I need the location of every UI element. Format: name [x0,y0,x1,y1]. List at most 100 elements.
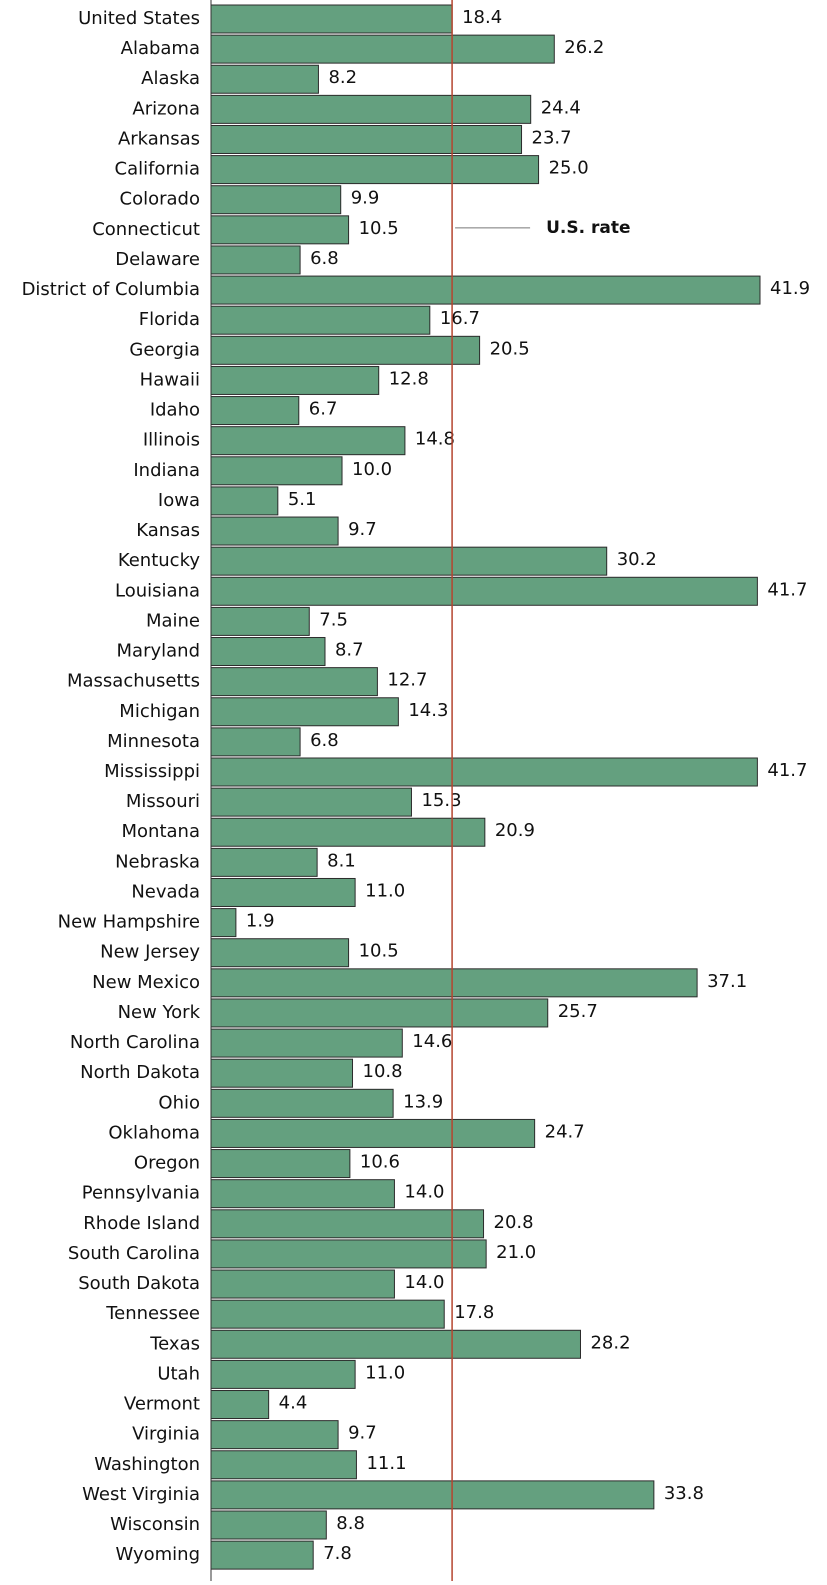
bar [210,1028,403,1058]
bar [210,817,486,847]
value-label: 14.8 [415,429,455,450]
value-label: 14.3 [408,700,448,721]
category-label: Texas [149,1333,200,1354]
category-label: New York [118,1002,201,1023]
category-label: North Dakota [80,1062,200,1083]
value-label: 9.7 [348,519,377,540]
bar [210,787,412,817]
value-label: 25.0 [549,158,589,179]
category-label: Missouri [126,791,200,812]
bar [210,1510,327,1540]
bar [210,486,279,516]
value-label: 13.9 [403,1091,443,1112]
value-label: 17.8 [454,1302,494,1323]
bar [210,1299,445,1329]
category-label: Washington [94,1454,200,1475]
category-label: Delaware [115,249,200,270]
bar [210,1390,270,1420]
value-label: 24.7 [545,1121,585,1142]
bar [210,1359,356,1389]
bar [210,546,608,576]
category-label: Alabama [121,38,200,59]
bar [210,305,431,335]
category-label: New Hampshire [58,912,200,933]
value-label: 30.2 [617,549,657,570]
bar [210,727,301,757]
annotation: U.S. rate [546,218,630,238]
category-label: Georgia [129,339,200,360]
category-label: California [115,159,200,180]
bar [210,1269,395,1299]
value-label: 25.7 [558,1001,598,1022]
bar [210,908,237,938]
value-label: 1.9 [246,911,275,932]
value-label: 21.0 [496,1242,536,1263]
value-label: 12.7 [387,670,427,691]
value-label: 14.0 [404,1182,444,1203]
bar [210,1420,339,1450]
category-label: Florida [139,309,200,330]
category-label: South Dakota [78,1273,200,1294]
category-label: Montana [122,821,200,842]
bar [210,968,698,998]
value-label: 10.8 [363,1061,403,1082]
category-label: Wyoming [115,1544,200,1565]
bar [210,396,300,426]
bar [210,1118,536,1148]
bar [210,1179,395,1209]
bar [210,697,399,727]
value-label: 10.6 [360,1152,400,1173]
value-label: 4.4 [279,1393,308,1414]
category-label: Maine [146,610,200,631]
category-label: Michigan [119,701,200,722]
value-label: 24.4 [541,97,581,118]
category-label: Pennsylvania [82,1183,200,1204]
value-label: 41.7 [767,579,807,600]
bar [210,1450,357,1480]
bar [210,155,540,185]
bar [210,94,532,124]
bar [210,998,549,1028]
value-label: 10.5 [359,218,399,239]
value-label: 12.8 [389,368,429,389]
category-label: West Virginia [82,1484,200,1505]
value-label: 7.8 [323,1543,352,1564]
bar [210,1209,485,1239]
bar [210,215,350,245]
bar [210,637,326,667]
value-label: 14.0 [404,1272,444,1293]
bar [210,606,310,636]
bar [210,64,319,94]
bar [210,667,378,697]
value-label: 9.7 [348,1423,377,1444]
value-label: 18.4 [462,7,502,28]
bar [210,1239,487,1269]
category-label: Arizona [132,98,200,119]
category-label: District of Columbia [22,279,200,300]
value-label: 41.7 [767,760,807,781]
category-label: Kansas [136,520,200,541]
bar [210,1540,314,1570]
bar [210,426,406,456]
category-label: Connecticut [92,219,200,240]
bar [210,1329,581,1359]
value-label: 11.0 [365,880,405,901]
category-label: Nevada [131,881,200,902]
category-label: Hawaii [140,369,200,390]
value-label: 37.1 [707,971,747,992]
category-label: Kentucky [118,550,201,571]
value-label: 10.0 [352,459,392,480]
bar [210,365,380,395]
category-label: Vermont [124,1394,200,1415]
category-label: Oklahoma [108,1122,200,1143]
category-label: Mississippi [104,761,200,782]
category-label: New Jersey [100,942,200,963]
value-label: 8.1 [327,850,356,871]
value-label: 11.1 [366,1453,406,1474]
category-label: Rhode Island [83,1213,200,1234]
bar [210,576,758,606]
category-label: Minnesota [107,731,200,752]
bar [210,245,301,275]
bar [210,1058,354,1088]
category-label: Wisconsin [110,1514,200,1535]
